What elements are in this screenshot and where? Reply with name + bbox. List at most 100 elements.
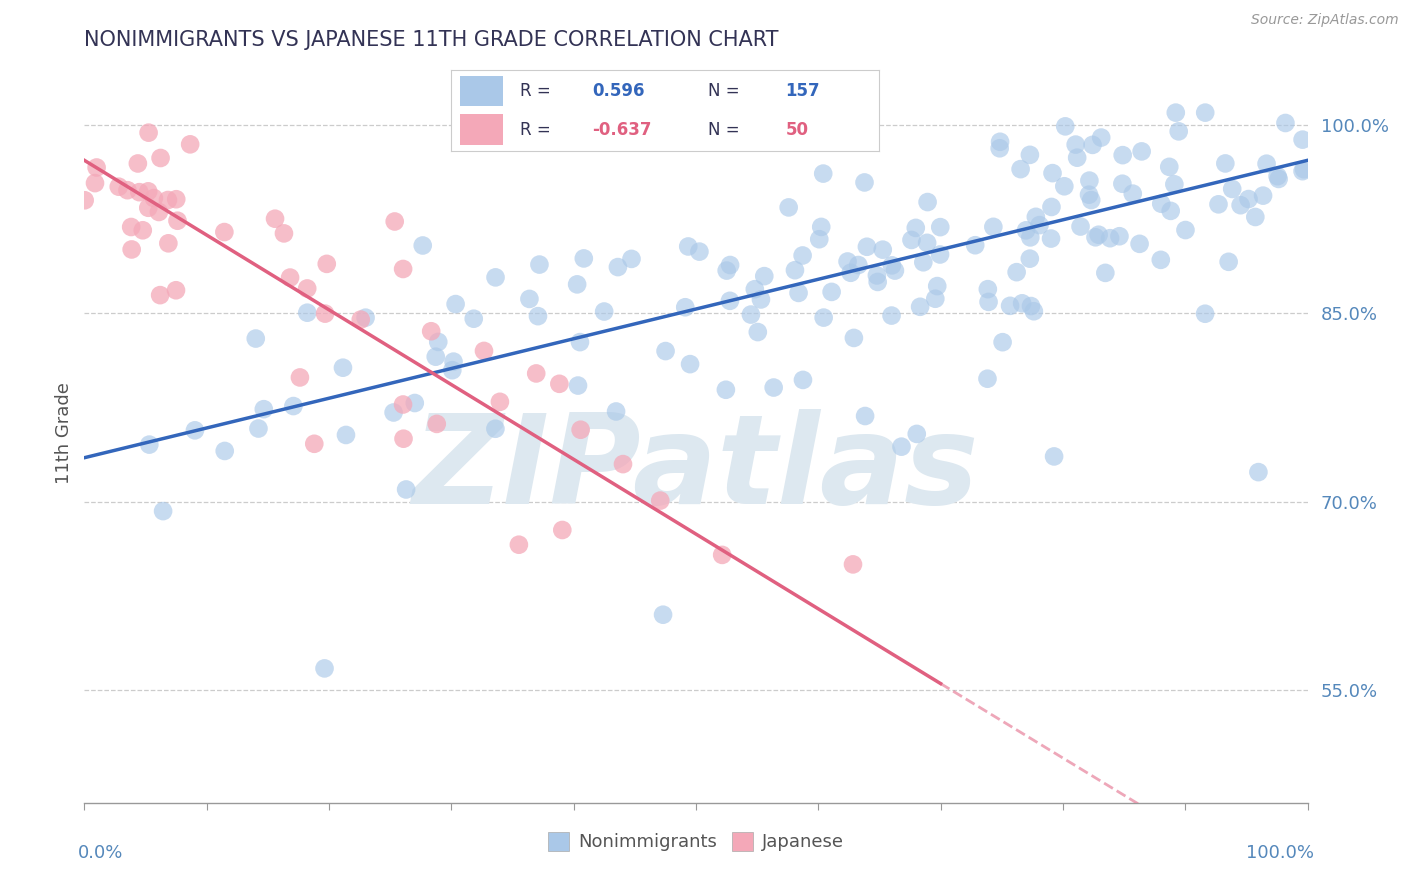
- Point: [157, 236, 180, 251]
- Point: [128, 185, 150, 199]
- Point: [136, 201, 159, 215]
- Point: [1164, 105, 1187, 120]
- Point: [991, 335, 1014, 350]
- Point: [927, 279, 949, 293]
- Legend: Nonimmigrants, Japanese: Nonimmigrants, Japanese: [538, 823, 853, 861]
- Point: [472, 343, 495, 358]
- Point: [567, 378, 589, 392]
- Text: 100.0%: 100.0%: [1246, 844, 1313, 862]
- Point: [519, 292, 541, 306]
- Point: [929, 220, 952, 235]
- Point: [678, 239, 700, 253]
- Point: [443, 354, 465, 368]
- Point: [1022, 304, 1045, 318]
- Point: [529, 258, 551, 272]
- Point: [524, 367, 547, 381]
- Point: [718, 293, 741, 308]
- Point: [1160, 203, 1182, 218]
- Point: [1130, 145, 1153, 159]
- Point: [444, 297, 467, 311]
- Point: [165, 283, 187, 297]
- Point: [1025, 210, 1047, 224]
- Point: [1129, 236, 1152, 251]
- Point: [842, 331, 865, 345]
- Point: [1080, 193, 1102, 207]
- Point: [1054, 120, 1077, 134]
- Point: [156, 193, 179, 207]
- Point: [142, 191, 165, 205]
- Point: [754, 269, 776, 284]
- Point: [149, 151, 172, 165]
- Point: [998, 299, 1021, 313]
- Point: [332, 360, 354, 375]
- Point: [1194, 105, 1216, 120]
- Point: [808, 232, 831, 246]
- Point: [138, 437, 160, 451]
- Point: [314, 307, 336, 321]
- Point: [412, 238, 434, 252]
- Point: [1108, 229, 1130, 244]
- Point: [890, 440, 912, 454]
- Point: [1064, 137, 1087, 152]
- Point: [288, 370, 311, 384]
- Point: [132, 223, 155, 237]
- Point: [620, 252, 643, 266]
- Point: [605, 404, 627, 418]
- Point: [783, 263, 806, 277]
- Point: [1267, 169, 1289, 184]
- Point: [853, 409, 876, 423]
- Point: [749, 293, 772, 307]
- Point: [315, 257, 337, 271]
- Point: [924, 292, 946, 306]
- Point: [1247, 465, 1270, 479]
- Point: [762, 380, 785, 394]
- Point: [650, 493, 672, 508]
- Point: [1291, 133, 1313, 147]
- Point: [688, 244, 710, 259]
- Point: [295, 281, 318, 295]
- Point: [1099, 231, 1122, 245]
- Point: [404, 396, 426, 410]
- Point: [253, 402, 276, 417]
- Point: [1220, 182, 1243, 196]
- Point: [1019, 230, 1042, 244]
- Point: [264, 211, 287, 226]
- Point: [1229, 198, 1251, 212]
- Point: [988, 141, 1011, 155]
- Point: [1111, 177, 1133, 191]
- Point: [1174, 223, 1197, 237]
- Point: [138, 126, 160, 140]
- Point: [1292, 162, 1315, 177]
- Point: [127, 156, 149, 170]
- Point: [983, 219, 1005, 234]
- Point: [988, 135, 1011, 149]
- Point: [184, 423, 207, 437]
- Point: [384, 214, 406, 228]
- Point: [866, 268, 889, 283]
- Point: [1081, 137, 1104, 152]
- Point: [86, 161, 108, 175]
- Point: [1111, 148, 1133, 162]
- Point: [977, 282, 1000, 296]
- Y-axis label: 11th Grade: 11th Grade: [55, 382, 73, 483]
- Point: [908, 300, 931, 314]
- Point: [314, 661, 336, 675]
- Point: [846, 258, 869, 272]
- Point: [441, 363, 464, 377]
- Point: [120, 219, 142, 234]
- Point: [548, 376, 571, 391]
- Point: [84, 176, 107, 190]
- Point: [148, 205, 170, 219]
- Point: [214, 225, 236, 239]
- Point: [1053, 179, 1076, 194]
- Point: [569, 423, 592, 437]
- Point: [165, 192, 187, 206]
- Point: [915, 235, 938, 250]
- Point: [1122, 186, 1144, 201]
- Point: [350, 312, 373, 326]
- Point: [489, 394, 512, 409]
- Point: [1040, 231, 1063, 245]
- Point: [484, 270, 506, 285]
- Point: [382, 405, 405, 419]
- Point: [179, 137, 201, 152]
